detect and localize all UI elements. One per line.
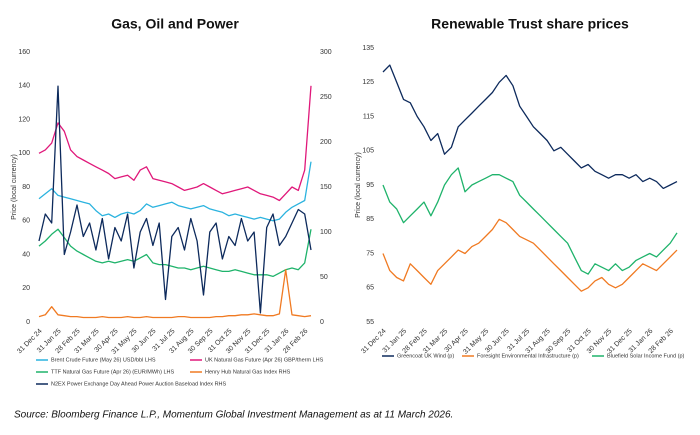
y-tick-label: 160 — [18, 49, 30, 56]
y-tick-label: 125 — [362, 79, 374, 86]
y-tick-label: 135 — [362, 45, 374, 52]
legend-label: Brent Crude Future (May 26) USD/bbl LHS — [51, 357, 156, 363]
y2-tick-label: 50 — [320, 274, 328, 281]
y2-tick-label: 250 — [320, 94, 332, 101]
y-tick-label: 115 — [363, 113, 374, 120]
y-axis-label: Price (local currency) — [355, 152, 362, 218]
y-tick-label: 0 — [26, 319, 30, 326]
y2-tick-label: 100 — [320, 229, 332, 236]
y2-tick-label: 150 — [320, 184, 332, 191]
legend-label: UK Natural Gas Future (Apr 26) GBP/therm… — [205, 357, 324, 363]
series-line — [382, 218, 678, 292]
y-tick-label: 65 — [366, 285, 374, 292]
chart-title: Gas, Oil and Power — [111, 16, 239, 32]
series-line — [38, 85, 312, 202]
legend-label: Greencoat UK Wind (p) — [397, 353, 454, 359]
legend-label: Foresight Environmental Infrastructure (… — [477, 353, 579, 359]
legend-label: N2EX Power Exchange Day Ahead Power Auct… — [51, 381, 227, 387]
series-line — [38, 228, 312, 278]
series-line — [382, 167, 678, 275]
y-tick-label: 140 — [18, 83, 30, 90]
y2-tick-label: 300 — [320, 49, 332, 56]
chart-title: Renewable Trust share prices — [431, 16, 629, 32]
y2-tick-label: 200 — [320, 139, 332, 146]
series-line — [38, 269, 312, 319]
y2-tick-label: 0 — [320, 319, 324, 326]
y-tick-label: 20 — [22, 285, 30, 292]
y-tick-label: 75 — [366, 250, 374, 257]
series-line — [382, 64, 678, 190]
source-note: Source: Bloomberg Finance L.P., Momentum… — [14, 410, 453, 421]
y-tick-label: 55 — [366, 319, 374, 326]
series-line — [38, 161, 312, 222]
y-tick-label: 85 — [366, 216, 374, 223]
y-tick-label: 95 — [366, 182, 374, 189]
y-tick-label: 105 — [362, 148, 374, 155]
y-axis-label: Price (local currency) — [11, 154, 18, 220]
y-tick-label: 100 — [18, 150, 30, 157]
y-tick-label: 60 — [22, 218, 30, 225]
y-tick-label: 40 — [22, 251, 30, 258]
series-line — [38, 85, 312, 314]
legend-label: Henry Hub Natural Gas Index RHS — [205, 369, 291, 375]
legend-label: TTF Natural Gas Future (Apr 26) (EUR/MWh… — [51, 369, 174, 375]
y-tick-label: 80 — [22, 184, 30, 191]
legend-label: Bluefield Solar Income Fund (p) — [607, 353, 685, 359]
y-tick-label: 120 — [18, 116, 30, 123]
